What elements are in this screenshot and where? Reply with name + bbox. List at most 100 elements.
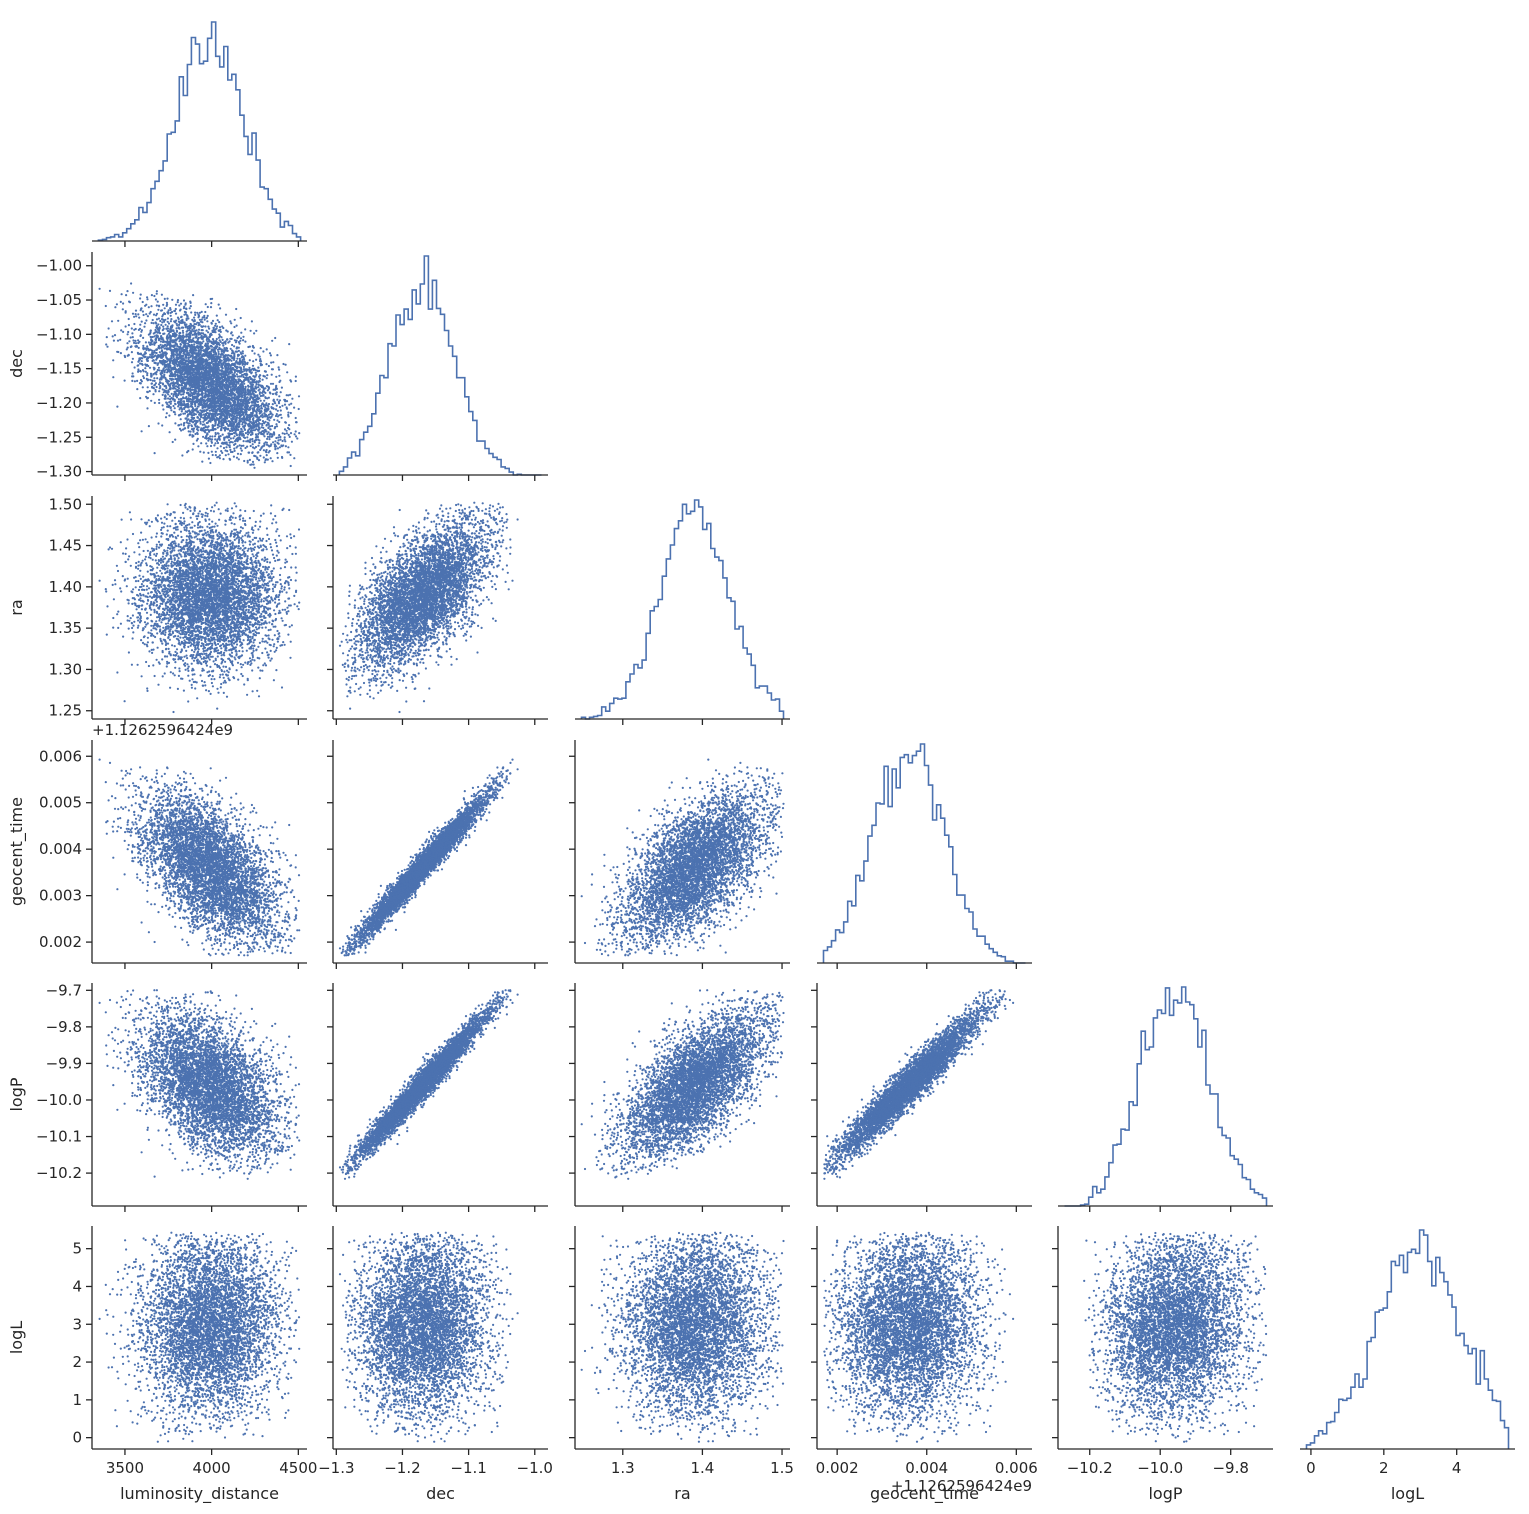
scatter-point <box>134 380 136 382</box>
scatter-point <box>157 301 159 303</box>
scatter-point <box>218 353 220 355</box>
scatter-point <box>125 325 127 327</box>
scatter-point <box>279 446 281 448</box>
scatter-point <box>132 313 134 315</box>
scatter-point <box>168 415 170 417</box>
scatter-point <box>158 367 160 369</box>
scatter-point <box>174 439 176 441</box>
scatter-point <box>286 432 288 434</box>
panels-group: −1.30−1.25−1.20−1.15−1.10−1.05−1.00dec1.… <box>7 22 1515 1504</box>
scatter-point <box>226 339 228 341</box>
scatter-point <box>214 438 216 440</box>
scatter-point <box>223 447 225 449</box>
scatter-point <box>158 318 160 320</box>
scatter-point <box>143 314 145 316</box>
scatter-point <box>181 410 183 412</box>
scatter-point <box>289 454 291 456</box>
scatter-point <box>150 305 152 307</box>
scatter-point <box>207 306 209 308</box>
scatter-point <box>148 306 150 308</box>
scatter-point <box>291 441 293 443</box>
scatter-point <box>285 364 287 366</box>
scatter-point <box>277 436 279 438</box>
scatter-point <box>211 323 213 325</box>
scatter-point <box>244 355 246 357</box>
scatter-point <box>255 372 257 374</box>
scatter-point <box>230 322 232 324</box>
scatter-point <box>161 309 163 311</box>
scatter-point <box>225 446 227 448</box>
scatter-point <box>204 311 206 313</box>
scatter-point <box>156 318 158 320</box>
scatter-point <box>266 454 268 456</box>
scatter-point <box>153 295 155 297</box>
scatter-point <box>127 333 129 335</box>
scatter-point <box>296 437 298 439</box>
scatter-point <box>121 293 123 295</box>
scatter-point <box>281 417 283 419</box>
scatter-point <box>207 452 209 454</box>
scatter-point <box>279 439 281 441</box>
scatter-point <box>194 314 196 316</box>
scatter-point <box>132 358 134 360</box>
scatter-point <box>208 458 210 460</box>
scatter-point <box>216 325 218 327</box>
scatter-point <box>201 461 203 463</box>
scatter-point <box>160 324 162 326</box>
scatter-point <box>211 435 213 437</box>
scatter-point <box>217 442 219 444</box>
scatter-point <box>146 407 148 409</box>
scatter-point <box>206 330 208 332</box>
scatter-point <box>270 362 272 364</box>
scatter-point <box>116 303 118 305</box>
scatter-point <box>203 451 205 453</box>
scatter-point <box>272 383 274 385</box>
scatter-point <box>225 329 227 331</box>
scatter-point <box>277 447 279 449</box>
hist-luminosity-distance-panel <box>92 22 307 247</box>
scatter-luminosity-distance-vs-dec-panel: −1.30−1.25−1.20−1.15−1.10−1.05−1.00dec <box>7 252 307 481</box>
scatter-point <box>207 440 209 442</box>
scatter-point <box>275 376 277 378</box>
scatter-point <box>272 403 274 405</box>
scatter-point <box>282 432 284 434</box>
scatter-point <box>277 410 279 412</box>
scatter-point <box>155 298 157 300</box>
scatter-point <box>139 397 141 399</box>
scatter-point <box>249 459 251 461</box>
scatter-point <box>279 406 281 408</box>
scatter-point <box>238 458 240 460</box>
scatter-point <box>218 304 220 306</box>
scatter-point <box>186 419 188 421</box>
scatter-point <box>132 292 134 294</box>
scatter-point <box>295 376 297 378</box>
scatter-point <box>186 421 188 423</box>
scatter-point <box>151 355 153 357</box>
scatter-point <box>199 451 201 453</box>
scatter-point <box>275 415 277 417</box>
scatter-point <box>253 467 255 469</box>
scatter-point <box>169 395 171 397</box>
scatter-point <box>156 313 158 315</box>
scatter-point <box>216 315 218 317</box>
scatter-point <box>250 434 252 436</box>
scatter-point <box>139 297 141 299</box>
scatter-point <box>139 324 141 326</box>
scatter-point <box>281 405 283 407</box>
scatter-point <box>170 318 172 320</box>
scatter-point <box>180 423 182 425</box>
scatter-point <box>135 342 137 344</box>
scatter-point <box>126 290 128 292</box>
scatter-point <box>189 307 191 309</box>
scatter-point <box>229 320 231 322</box>
scatter-point <box>272 361 274 363</box>
scatter-point <box>289 436 291 438</box>
scatter-point <box>232 334 234 336</box>
scatter-point <box>145 313 147 315</box>
scatter-point <box>289 379 291 381</box>
scatter-point <box>146 298 148 300</box>
scatter-point <box>234 319 236 321</box>
scatter-point <box>249 359 251 361</box>
points-luminosity-distance-dec <box>99 282 301 469</box>
